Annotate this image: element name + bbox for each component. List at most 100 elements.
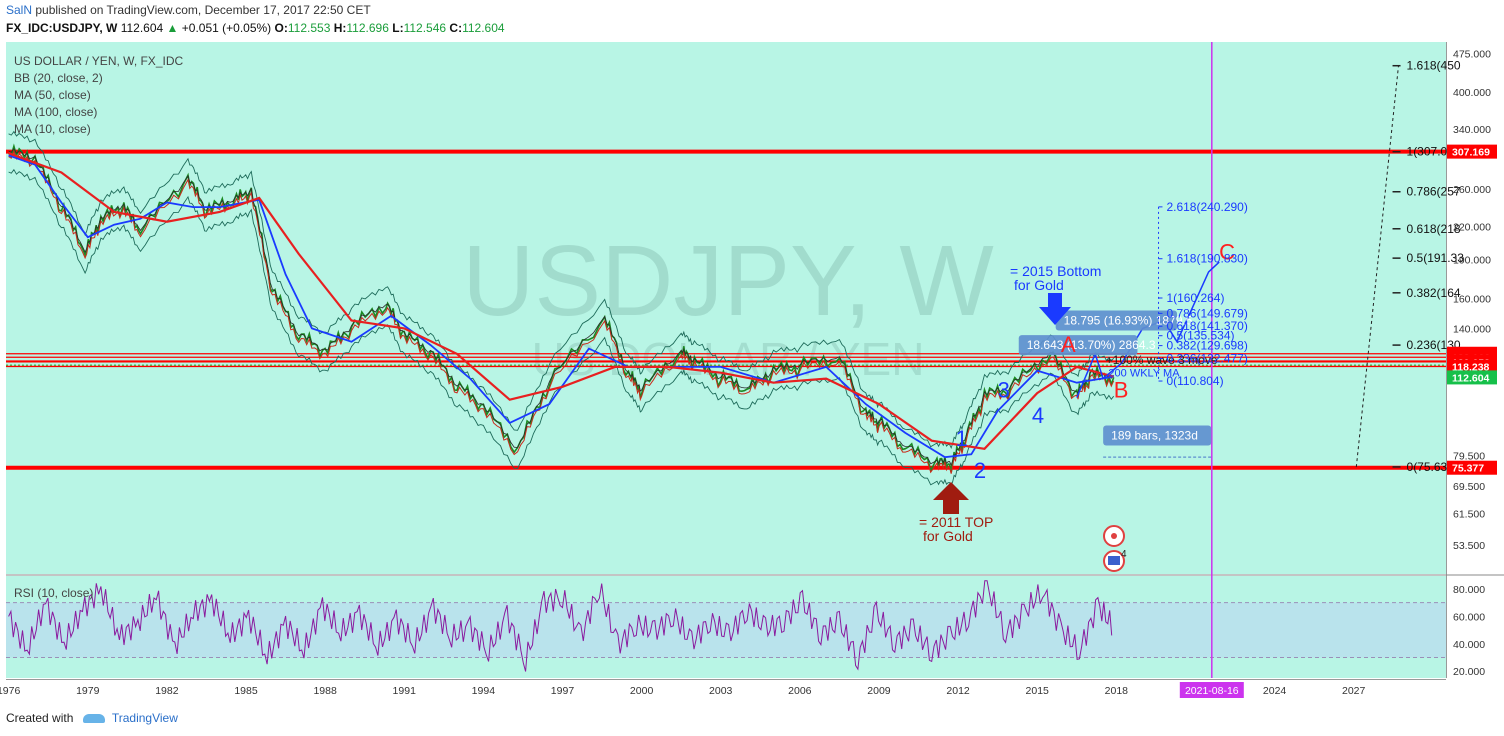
time-tick-label: 1994: [472, 685, 496, 697]
price-change: +0.051 (+0.05%): [181, 21, 272, 35]
price-tick-label: 260.000: [1453, 184, 1491, 196]
price-tick-label: 160.000: [1453, 293, 1491, 305]
price-tick-label: 79.500: [1453, 451, 1485, 463]
date-marker-label: 2021-08-16: [1185, 685, 1239, 697]
fib-blue-label: 0.618(141.370): [1166, 319, 1247, 333]
ma100-line: [8, 152, 1114, 450]
fib-black-label: 0(75.638): [1407, 460, 1458, 474]
time-tick-label: 1985: [234, 685, 258, 697]
time-axis-bg: [6, 680, 1446, 700]
close-label: C:: [449, 21, 463, 35]
wave-label: B: [1114, 377, 1129, 402]
date-marker-bg: [1179, 682, 1244, 698]
price-tick-label: 53.500: [1453, 540, 1485, 552]
price-marker-bg: [1447, 359, 1497, 374]
fib-black-label: 0.618(218: [1407, 222, 1461, 236]
legend-ma100: MA (100, close): [14, 105, 97, 119]
time-tick-label: 2012: [946, 685, 970, 697]
footer: Created with TradingView: [6, 711, 178, 725]
price-candles-red: [8, 150, 1115, 474]
flag-icon-stripes: [1108, 556, 1120, 565]
price-tick-label: 140.000: [1453, 323, 1491, 335]
open-label: O:: [274, 21, 288, 35]
time-tick-label: 1982: [155, 685, 179, 697]
bollinger-upper: [8, 130, 1115, 449]
ma50-line: [8, 154, 1114, 459]
time-tick-label: 1976: [0, 685, 20, 697]
fib-black-label: 0.5(191.33: [1407, 251, 1465, 265]
price-chart[interactable]: USDJPY, W US DOLLAR / YEN 18.795 (16.93%…: [0, 0, 1504, 702]
time-tick-label: 2003: [709, 685, 733, 697]
tradingview-logo-icon: [82, 714, 105, 723]
time-tick-label: 2015: [1026, 685, 1050, 697]
open-value: 112.553: [287, 21, 331, 35]
axis-layer: 475.000400.000340.000260.000220.000190.0…: [0, 49, 1497, 698]
price-marker-label: 75.377: [1452, 463, 1484, 475]
icon-badge-count: 4: [1121, 549, 1127, 560]
target-icon-dot: [1111, 533, 1117, 539]
rsi-label: RSI (10, close): [14, 586, 93, 600]
high-value: 112.696: [346, 21, 389, 35]
gold-top-annotation: = 2011 TOP for Gold: [919, 482, 993, 544]
author-link[interactable]: SalN: [6, 3, 33, 17]
rsi-line: [8, 580, 1113, 672]
up-arrow-icon: [933, 482, 969, 514]
time-tick-label: 1991: [393, 685, 417, 697]
rsi-tick-label: 60.000: [1453, 611, 1485, 623]
price-tick-label: 220.000: [1453, 222, 1491, 234]
price-marker-bg: [1447, 144, 1497, 159]
gold-bottom-text-1: = 2015 Bottom: [1010, 263, 1101, 279]
main-pane-bg: [6, 42, 1446, 574]
wave-label: C: [1219, 240, 1235, 265]
price-marker-label: 307.169: [1452, 147, 1490, 159]
rsi-tick-label: 20.000: [1453, 666, 1485, 678]
measure-box-label: 18.643 (13.70%) 2864.3: [1027, 338, 1156, 352]
wave-label: 2: [974, 458, 986, 483]
fib-black-guide: [1355, 65, 1399, 468]
fib-blue-label: 0.236(122.477): [1166, 352, 1247, 366]
time-tick-label: 2009: [867, 685, 891, 697]
wave-label: A: [1061, 332, 1076, 357]
price-marker-label: 112.604: [1452, 372, 1490, 384]
price-marker-bg: [1447, 460, 1497, 475]
rsi-tick-label: 40.000: [1453, 639, 1485, 651]
price-tick-label: 340.000: [1453, 124, 1491, 136]
price-tick-label: 61.500: [1453, 509, 1485, 521]
created-with: Created with: [6, 711, 74, 725]
time-tick-label: 1979: [76, 685, 100, 697]
gold-bottom-text-2: for Gold: [1014, 277, 1064, 293]
measure-box: [1055, 310, 1177, 331]
legend-bb: BB (20, close, 2): [14, 71, 103, 85]
low-label: L:: [392, 21, 404, 35]
wave-label: 1: [955, 426, 967, 451]
legend-ma10: MA (10, close): [14, 122, 91, 136]
time-tick-label: 2018: [1105, 685, 1129, 697]
price-candles-green: [8, 143, 1115, 473]
publish-header: SalN published on TradingView.com, Decem…: [6, 3, 371, 17]
price-marker-bg: [1447, 370, 1497, 385]
gold-top-text-1: = 2011 TOP: [919, 514, 993, 530]
watermark-symbol: USDJPY, W: [462, 225, 994, 337]
low-value: 112.546: [403, 21, 447, 35]
price-tick-label: 475.000: [1453, 49, 1491, 61]
price-tick-label: 190.000: [1453, 255, 1491, 267]
rsi-tick-label: 80.000: [1453, 584, 1485, 596]
fib-black-label: 0.786(257: [1407, 185, 1461, 199]
rsi-layer: [6, 580, 1446, 672]
event-icons[interactable]: 4: [1103, 525, 1127, 572]
tradingview-link[interactable]: TradingView: [111, 711, 178, 725]
fib-blue-label: 2.618(240.290): [1166, 200, 1247, 214]
ma10-line: [8, 147, 1115, 467]
level-lines: [6, 42, 1446, 678]
time-tick-label: 1997: [551, 685, 575, 697]
time-tick-label: 2027: [1342, 685, 1366, 697]
legend-ma50: MA (50, close): [14, 88, 91, 102]
wave-label: 3: [998, 377, 1010, 402]
high-label: H:: [333, 21, 347, 35]
time-tick-label: 1988: [313, 685, 337, 697]
time-tick-label: 2000: [630, 685, 654, 697]
down-arrow-icon: [1039, 293, 1071, 325]
fib-black-label: 1.618(450: [1407, 59, 1461, 73]
gold-bottom-annotation: = 2015 Bottom for Gold: [1010, 263, 1101, 325]
time-tick-label: 2006: [788, 685, 812, 697]
